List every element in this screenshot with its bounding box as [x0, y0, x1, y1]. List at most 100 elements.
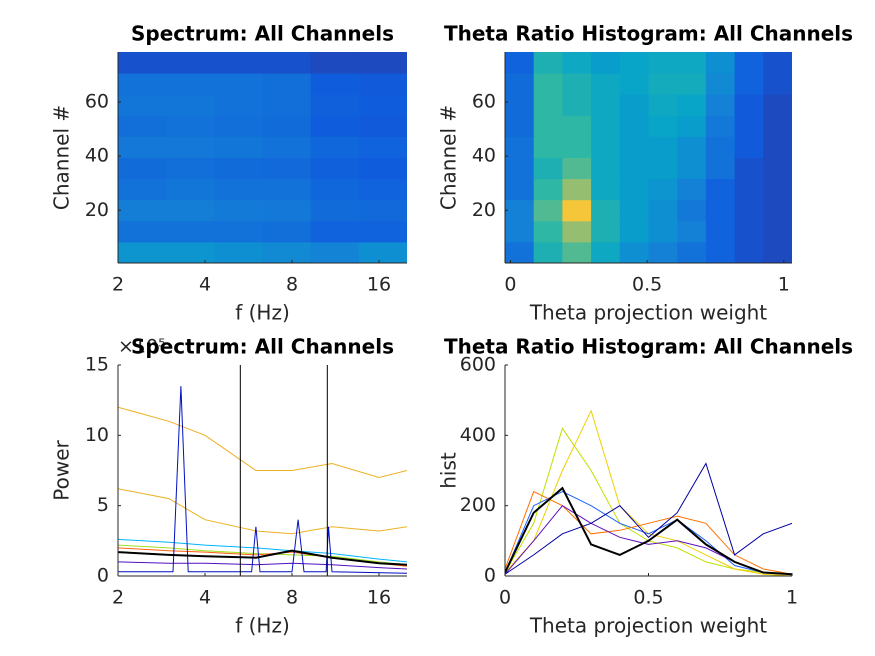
plot-area: [118, 365, 407, 576]
heatmap-cell: [310, 178, 360, 201]
heatmap-cell: [562, 136, 592, 158]
series-line: [118, 386, 407, 574]
plot-area: [118, 52, 407, 263]
heatmap-cell: [533, 157, 563, 180]
heatmap-cell: [591, 178, 621, 201]
heatmap-cell: [262, 241, 312, 263]
heatmap-cell: [505, 241, 535, 263]
y-tick-label: 20: [472, 199, 496, 221]
heatmap-cell: [734, 52, 764, 74]
heatmap-cell: [562, 178, 592, 201]
heatmap-cell: [591, 241, 621, 263]
heatmap-cell: [505, 220, 535, 243]
heatmap-cell: [677, 157, 707, 180]
x-tick-label: 4: [199, 587, 211, 609]
heatmap-cell: [705, 136, 736, 158]
heatmap-cell: [166, 157, 215, 180]
series-line: [505, 486, 792, 576]
heatmap-cell: [705, 178, 736, 201]
heatmap-cell: [619, 157, 649, 180]
chart-title: Spectrum: All Channels: [131, 22, 394, 46]
heatmap-cell: [648, 199, 678, 222]
heatmap-cell: [677, 220, 707, 243]
heatmap-cell: [562, 94, 592, 116]
heatmap-cell: [562, 220, 592, 243]
heatmap-cell: [505, 136, 535, 158]
heatmap-cell: [358, 73, 407, 95]
heatmap-cell: [118, 220, 167, 243]
heatmap-cell: [705, 94, 736, 116]
heatmap-cell: [677, 178, 707, 201]
heatmap-cell: [619, 94, 649, 116]
heatmap-cell: [533, 199, 563, 222]
heatmap-cell: [619, 73, 649, 95]
x-axis-label: Theta projection weight: [529, 614, 767, 638]
heatmap-cell: [118, 178, 167, 201]
heatmap-cell: [118, 52, 167, 74]
heatmap-cell: [166, 115, 215, 137]
heatmap-cell: [734, 94, 764, 116]
x-tick-label: 0.5: [632, 274, 662, 296]
heatmap-cell: [763, 199, 792, 222]
heatmap-cell: [705, 241, 736, 263]
chart-title: Spectrum: All Channels: [131, 335, 394, 359]
heatmap-cell: [763, 73, 792, 95]
heatmap-cell: [705, 115, 736, 137]
y-tick-label: 60: [472, 91, 496, 113]
heatmap-cell: [705, 199, 736, 222]
heatmap-cell: [533, 115, 563, 137]
y-tick-label: 600: [460, 354, 496, 376]
heatmap-cell: [118, 115, 167, 137]
heatmap-cell: [619, 199, 649, 222]
x-axis-label: f (Hz): [235, 614, 290, 638]
series-line: [505, 462, 792, 575]
x-tick-label: 2: [112, 274, 124, 296]
heatmap-cell: [505, 178, 535, 201]
x-tick-label: 1: [786, 587, 798, 609]
plot-area: [505, 409, 792, 576]
heatmap-cell: [677, 241, 707, 263]
heatmap-cell: [118, 136, 167, 158]
heatmap-cell: [533, 94, 563, 116]
y-axis-label: Channel #: [50, 105, 74, 210]
heatmap-cell: [648, 115, 678, 137]
heatmap-cell: [562, 157, 592, 180]
x-tick-label: 0: [504, 274, 516, 296]
heatmap-cell: [533, 73, 563, 95]
heatmap-cell: [763, 178, 792, 201]
heatmap-cell: [505, 157, 535, 180]
heatmap-cell: [166, 178, 215, 201]
heatmap-cell: [166, 52, 215, 74]
heatmap-cell: [262, 73, 312, 95]
heatmap-cell: [763, 115, 792, 137]
heatmap-cell: [677, 115, 707, 137]
heatmap-cell: [310, 73, 360, 95]
heatmap-cell: [648, 178, 678, 201]
series-line: [505, 409, 792, 576]
heatmap-cell: [734, 199, 764, 222]
heatmap-cell: [591, 115, 621, 137]
heatmap-cell: [310, 157, 360, 180]
heatmap-cell: [310, 136, 360, 158]
heatmap-cell: [677, 199, 707, 222]
series-line: [118, 561, 407, 570]
heatmap-cell: [705, 220, 736, 243]
heatmap-cell: [734, 157, 764, 180]
heatmap-cell: [619, 220, 649, 243]
heatmap-cell: [214, 136, 263, 158]
x-axis-label: Theta projection weight: [529, 301, 767, 325]
heatmap-cell: [505, 73, 535, 95]
y-tick-label: 40: [472, 145, 496, 167]
heatmap-cell: [166, 241, 215, 263]
heatmap-cell: [310, 241, 360, 263]
heatmap-cell: [262, 94, 312, 116]
heatmap-cell: [648, 136, 678, 158]
heatmap-cell: [358, 157, 407, 180]
heatmap-cell: [214, 220, 263, 243]
heatmap-cell: [734, 136, 764, 158]
y-tick-label: 400: [460, 424, 496, 446]
series-line: [505, 490, 792, 575]
heatmap-cell: [118, 94, 167, 116]
heatmap-cell: [214, 199, 263, 222]
